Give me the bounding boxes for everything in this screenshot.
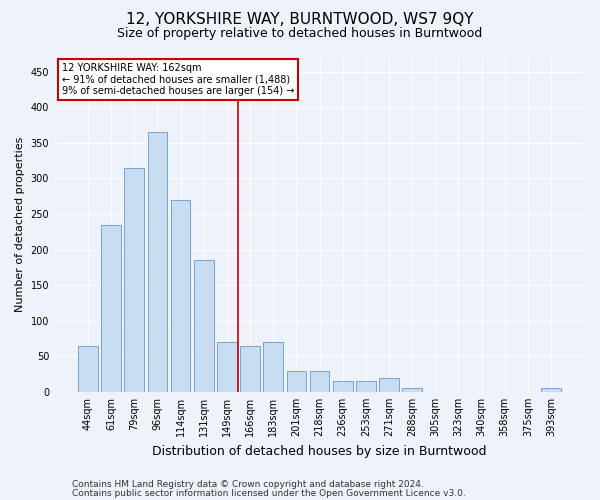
Text: Contains HM Land Registry data © Crown copyright and database right 2024.: Contains HM Land Registry data © Crown c… [72, 480, 424, 489]
Bar [78, 346, 98, 392]
Bar [356, 382, 376, 392]
Bar [148, 132, 167, 392]
Bar [310, 370, 329, 392]
Bar [263, 342, 283, 392]
Bar [379, 378, 399, 392]
Bar [194, 260, 214, 392]
Bar [217, 342, 237, 392]
Bar [101, 224, 121, 392]
Bar [124, 168, 144, 392]
Text: 12 YORKSHIRE WAY: 162sqm
← 91% of detached houses are smaller (1,488)
9% of semi: 12 YORKSHIRE WAY: 162sqm ← 91% of detach… [62, 62, 295, 96]
Text: Size of property relative to detached houses in Burntwood: Size of property relative to detached ho… [118, 28, 482, 40]
Y-axis label: Number of detached properties: Number of detached properties [15, 137, 25, 312]
Text: 12, YORKSHIRE WAY, BURNTWOOD, WS7 9QY: 12, YORKSHIRE WAY, BURNTWOOD, WS7 9QY [126, 12, 474, 28]
Bar [240, 346, 260, 392]
X-axis label: Distribution of detached houses by size in Burntwood: Distribution of detached houses by size … [152, 444, 487, 458]
Bar [402, 388, 422, 392]
Bar [171, 200, 190, 392]
Text: Contains public sector information licensed under the Open Government Licence v3: Contains public sector information licen… [72, 488, 466, 498]
Bar [333, 382, 353, 392]
Bar [287, 370, 306, 392]
Bar [541, 388, 561, 392]
